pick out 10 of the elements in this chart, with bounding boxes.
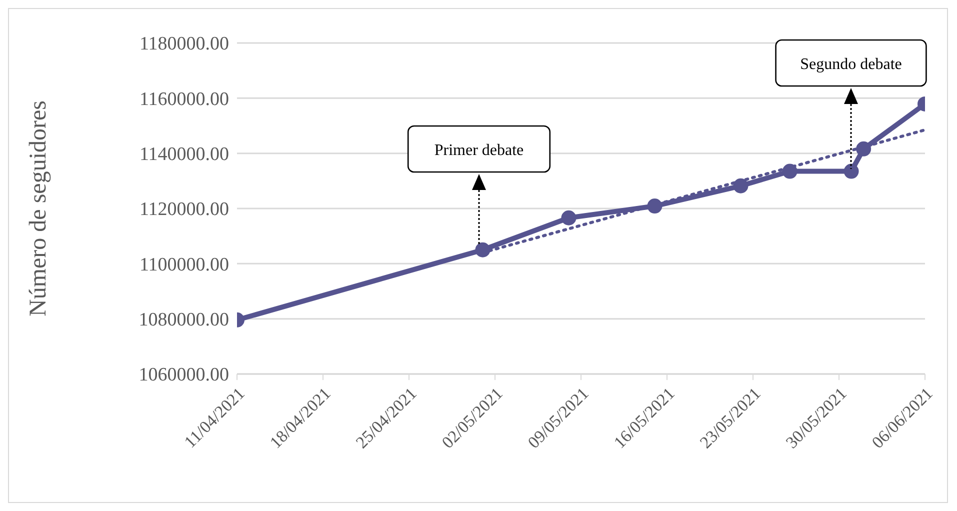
- y-tick-label: 1140000.00: [139, 144, 229, 166]
- y-tick-label: 1060000.00: [138, 364, 229, 386]
- y-tick-label: 1180000.00: [139, 34, 229, 55]
- y-tick-label: 1120000.00: [139, 199, 229, 220]
- y-tick-label: 1160000.00: [139, 88, 229, 110]
- annotation: Primer debate: [434, 142, 524, 159]
- y-axis-title: Número de seguidores: [26, 100, 52, 316]
- annotation: Segundo debate: [800, 56, 902, 73]
- y-tick-label: 1100000.00: [139, 254, 229, 276]
- y-tick-label: 1080000.00: [138, 310, 229, 331]
